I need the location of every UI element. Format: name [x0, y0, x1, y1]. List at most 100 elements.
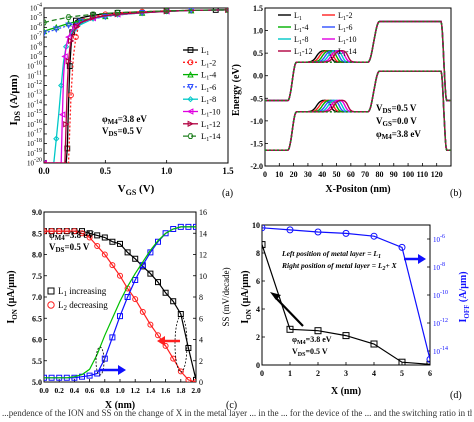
panel-a-y-tick-label: 10-19 [27, 148, 42, 158]
panel-a-data-point [53, 135, 60, 142]
panel-b-energy-band-chart: 1.5 1.0 0.5 0.0 -0.5 -1.0 -1.5 -2.0 0 10 20 30 40 50… [231, 4, 462, 199]
panel-b-x-ticks: 0 10 20 30 40 50 60 70 80 90 100 110 120 [263, 163, 443, 179]
panel-c-data-point [132, 296, 139, 303]
panel-a-y-tick-label: 10-4 [30, 3, 42, 13]
panel-d-left-y-axis-label: ION (μA/μm) [240, 270, 253, 323]
panel-c-data-point [132, 277, 139, 283]
panel-c-left-y-tick-label: 8.5 [32, 229, 42, 238]
panel-b-legend-label: L1-14 [338, 47, 357, 58]
panel-b-annotation-phi: φM4=3.8 eV [376, 129, 421, 141]
panel-d-right-y-tick-label: 10-12 [433, 318, 448, 328]
panel-b-valence-band-6 [265, 70, 451, 151]
panel-c-data-point [170, 355, 177, 362]
panel-d-x-tick-label: 3 [344, 369, 348, 378]
panel-c-right-y-axis-label: SS (mV/decade) [221, 267, 231, 326]
panel-c-left-y-tick-label: 9.0 [32, 208, 42, 217]
panel-d-left-y-tick-label: 10 [252, 221, 260, 230]
panel-a-y-tick-label: 10-6 [30, 22, 42, 32]
panel-c-data-point [162, 342, 169, 349]
panel-b-conduction-band-5 [265, 20, 451, 102]
panel-a-y-tick-label: 10-13 [27, 90, 42, 100]
panel-c-annotation-phi: φM4=3.8 eV [49, 230, 94, 242]
panel-c-legend-l2-marker [47, 301, 55, 309]
panel-c-data-point [117, 313, 123, 320]
panel-c-data-point [86, 372, 93, 379]
panel-c-data-point [71, 374, 78, 381]
panel-a-data-point [163, 8, 170, 14]
panel-b-conduction-band-1 [265, 20, 451, 102]
panel-a-data-point [90, 11, 97, 18]
panel-b-valence-band-3 [265, 70, 451, 151]
panel-c-data-point [147, 270, 154, 277]
panel-c-legend-l1-label: L1 increasing [58, 286, 107, 298]
panel-a-legend-marker [187, 96, 194, 103]
panel-d-left-y-tick-label: 8 [256, 249, 260, 258]
panel-a-legend-label: L1 [201, 45, 209, 57]
panel-a-data-point [74, 23, 81, 30]
panel-c-data-point [193, 376, 196, 382]
panel-a-series-line-7 [44, 9, 228, 24]
panel-a-y-ticks: 10-410-510-610-710-810-910-1010-1110-121… [27, 3, 47, 168]
panel-b-conduction-band-6 [265, 20, 451, 102]
panel-b-valence-band-1 [265, 70, 451, 151]
panel-a-label: (a) [222, 188, 233, 199]
panel-c-right-y-tick-label: 14 [199, 229, 207, 238]
panel-b-y-ticks: 1.5 1.0 0.5 0.0 -0.5 -1.0 -1.5 -2.0 [250, 4, 268, 171]
panel-c-series-line-3 [44, 226, 196, 379]
panel-c-data-point [170, 226, 177, 232]
panel-b-x-tick-label: 10 [275, 170, 283, 179]
panel-a-legend-marker [187, 84, 194, 91]
panel-c-data-point [177, 311, 184, 317]
panel-b-valence-band-7 [265, 70, 451, 151]
panel-b-legend-label: L1-8 [294, 35, 309, 46]
panel-c-highlight-ellipse-right [174, 315, 188, 373]
panel-b-legend-label: L1-12 [294, 47, 313, 58]
panel-b-legend-label: L1-6 [338, 23, 353, 34]
panel-d-x-tick-label: 5 [400, 369, 404, 378]
panel-a-y-tick-label: 10-17 [27, 128, 42, 138]
panel-a-data-point [61, 53, 68, 60]
panel-a-series-line-6 [44, 9, 228, 163]
panel-c-data-point [94, 243, 101, 249]
panel-d-x-ticks: 0 1 2 3 4 5 6 [260, 362, 432, 378]
panel-c-legend-l2-label: L2 decreasing [58, 300, 108, 312]
panel-c-data-point [109, 334, 116, 341]
panel-c-data-point [79, 230, 85, 237]
panel-c-right-y-tick-label: 10 [199, 272, 207, 281]
panel-c-data-point [162, 230, 169, 237]
panel-b-annotation-vgs: VGS=0.0 V [376, 116, 417, 128]
panel-c-data-point [177, 368, 184, 375]
panel-d-right-y-ticks: 10-6 10-8 10-10 10-12 10-14 [427, 234, 448, 356]
panel-a-annotation-vds: VDS=0.5 V [102, 126, 143, 138]
panel-a-data-point [65, 14, 72, 21]
panel-d-data-point [342, 229, 350, 237]
panel-c-label: (c) [226, 400, 237, 411]
panel-a-y-tick-label: 10-18 [27, 138, 42, 148]
panel-c-x-tick-label: 2.0 [191, 386, 201, 395]
panel-b-x-tick-label: 70 [361, 170, 369, 179]
panel-b-conduction-band-2 [265, 20, 451, 102]
panel-b-x-tick-label: 120 [431, 170, 443, 179]
panel-b-y-tick-label: -0.5 [250, 94, 263, 103]
panel-c-left-y-tick-label: 5.5 [32, 357, 42, 366]
panel-a-data-point [58, 111, 66, 118]
panel-b-legend-label: L1-4 [294, 23, 309, 34]
panel-c-x-tick-label: 1.6 [161, 386, 171, 395]
panel-a-legend-marker [187, 71, 194, 78]
panel-a-y-tick-label: 10-14 [27, 99, 42, 109]
panel-d-left-y-tick-label: 4 [256, 305, 260, 314]
panel-b-legend-label: L1-10 [338, 35, 357, 46]
panel-d-data-point [262, 225, 266, 232]
panel-a-legend-label: L1-12 [201, 119, 221, 131]
panel-d-series-line-1 [262, 227, 430, 360]
panel-d-annotation-vds: VDS=0.5 V [292, 347, 328, 358]
panel-d-x-tick-label: 1 [288, 369, 292, 378]
panel-c-red-arrow [157, 336, 180, 346]
panel-b-y-tick-label: 1.0 [253, 27, 263, 36]
panel-b-y-axis-label: Energy (eV) [231, 64, 242, 116]
panel-a-x-axis-label: VGS (V) [118, 183, 155, 197]
panel-c-right-y-tick-label: 16 [199, 208, 207, 217]
